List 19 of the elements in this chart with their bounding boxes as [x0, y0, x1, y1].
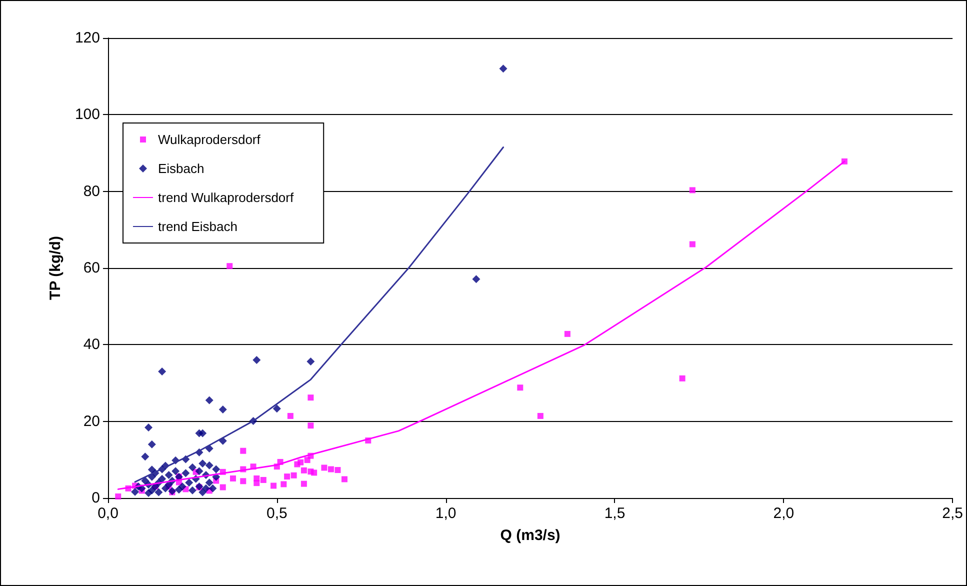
- legend-label: trend Wulkaprodersdorf: [158, 190, 294, 205]
- y-tick-label: 120: [74, 30, 100, 46]
- legend-label: trend Eisbach: [158, 219, 238, 234]
- y-tick-label: 100: [74, 106, 100, 124]
- x-tick-label: 0,0: [98, 505, 118, 522]
- y-tick-label: 0: [92, 490, 100, 506]
- legend-label: Eisbach: [158, 161, 204, 176]
- x-tick-label: 1,0: [435, 505, 456, 522]
- x-tick-label: 2,5: [942, 505, 964, 522]
- x-tick-label: 1,5: [604, 505, 626, 522]
- x-tick-label: 0,5: [266, 505, 288, 522]
- x-axis-title: Q (m3/s): [500, 527, 560, 544]
- legend-label: Wulkaprodersdorf: [158, 132, 261, 147]
- x-tick-label: 2,0: [773, 505, 794, 522]
- y-tick-label: 60: [83, 260, 100, 276]
- y-tick-label: 40: [83, 336, 100, 354]
- y-tick-label: 80: [83, 182, 100, 200]
- y-tick-label: 20: [83, 412, 100, 430]
- y-axis-title: TP (kg/d): [47, 236, 64, 300]
